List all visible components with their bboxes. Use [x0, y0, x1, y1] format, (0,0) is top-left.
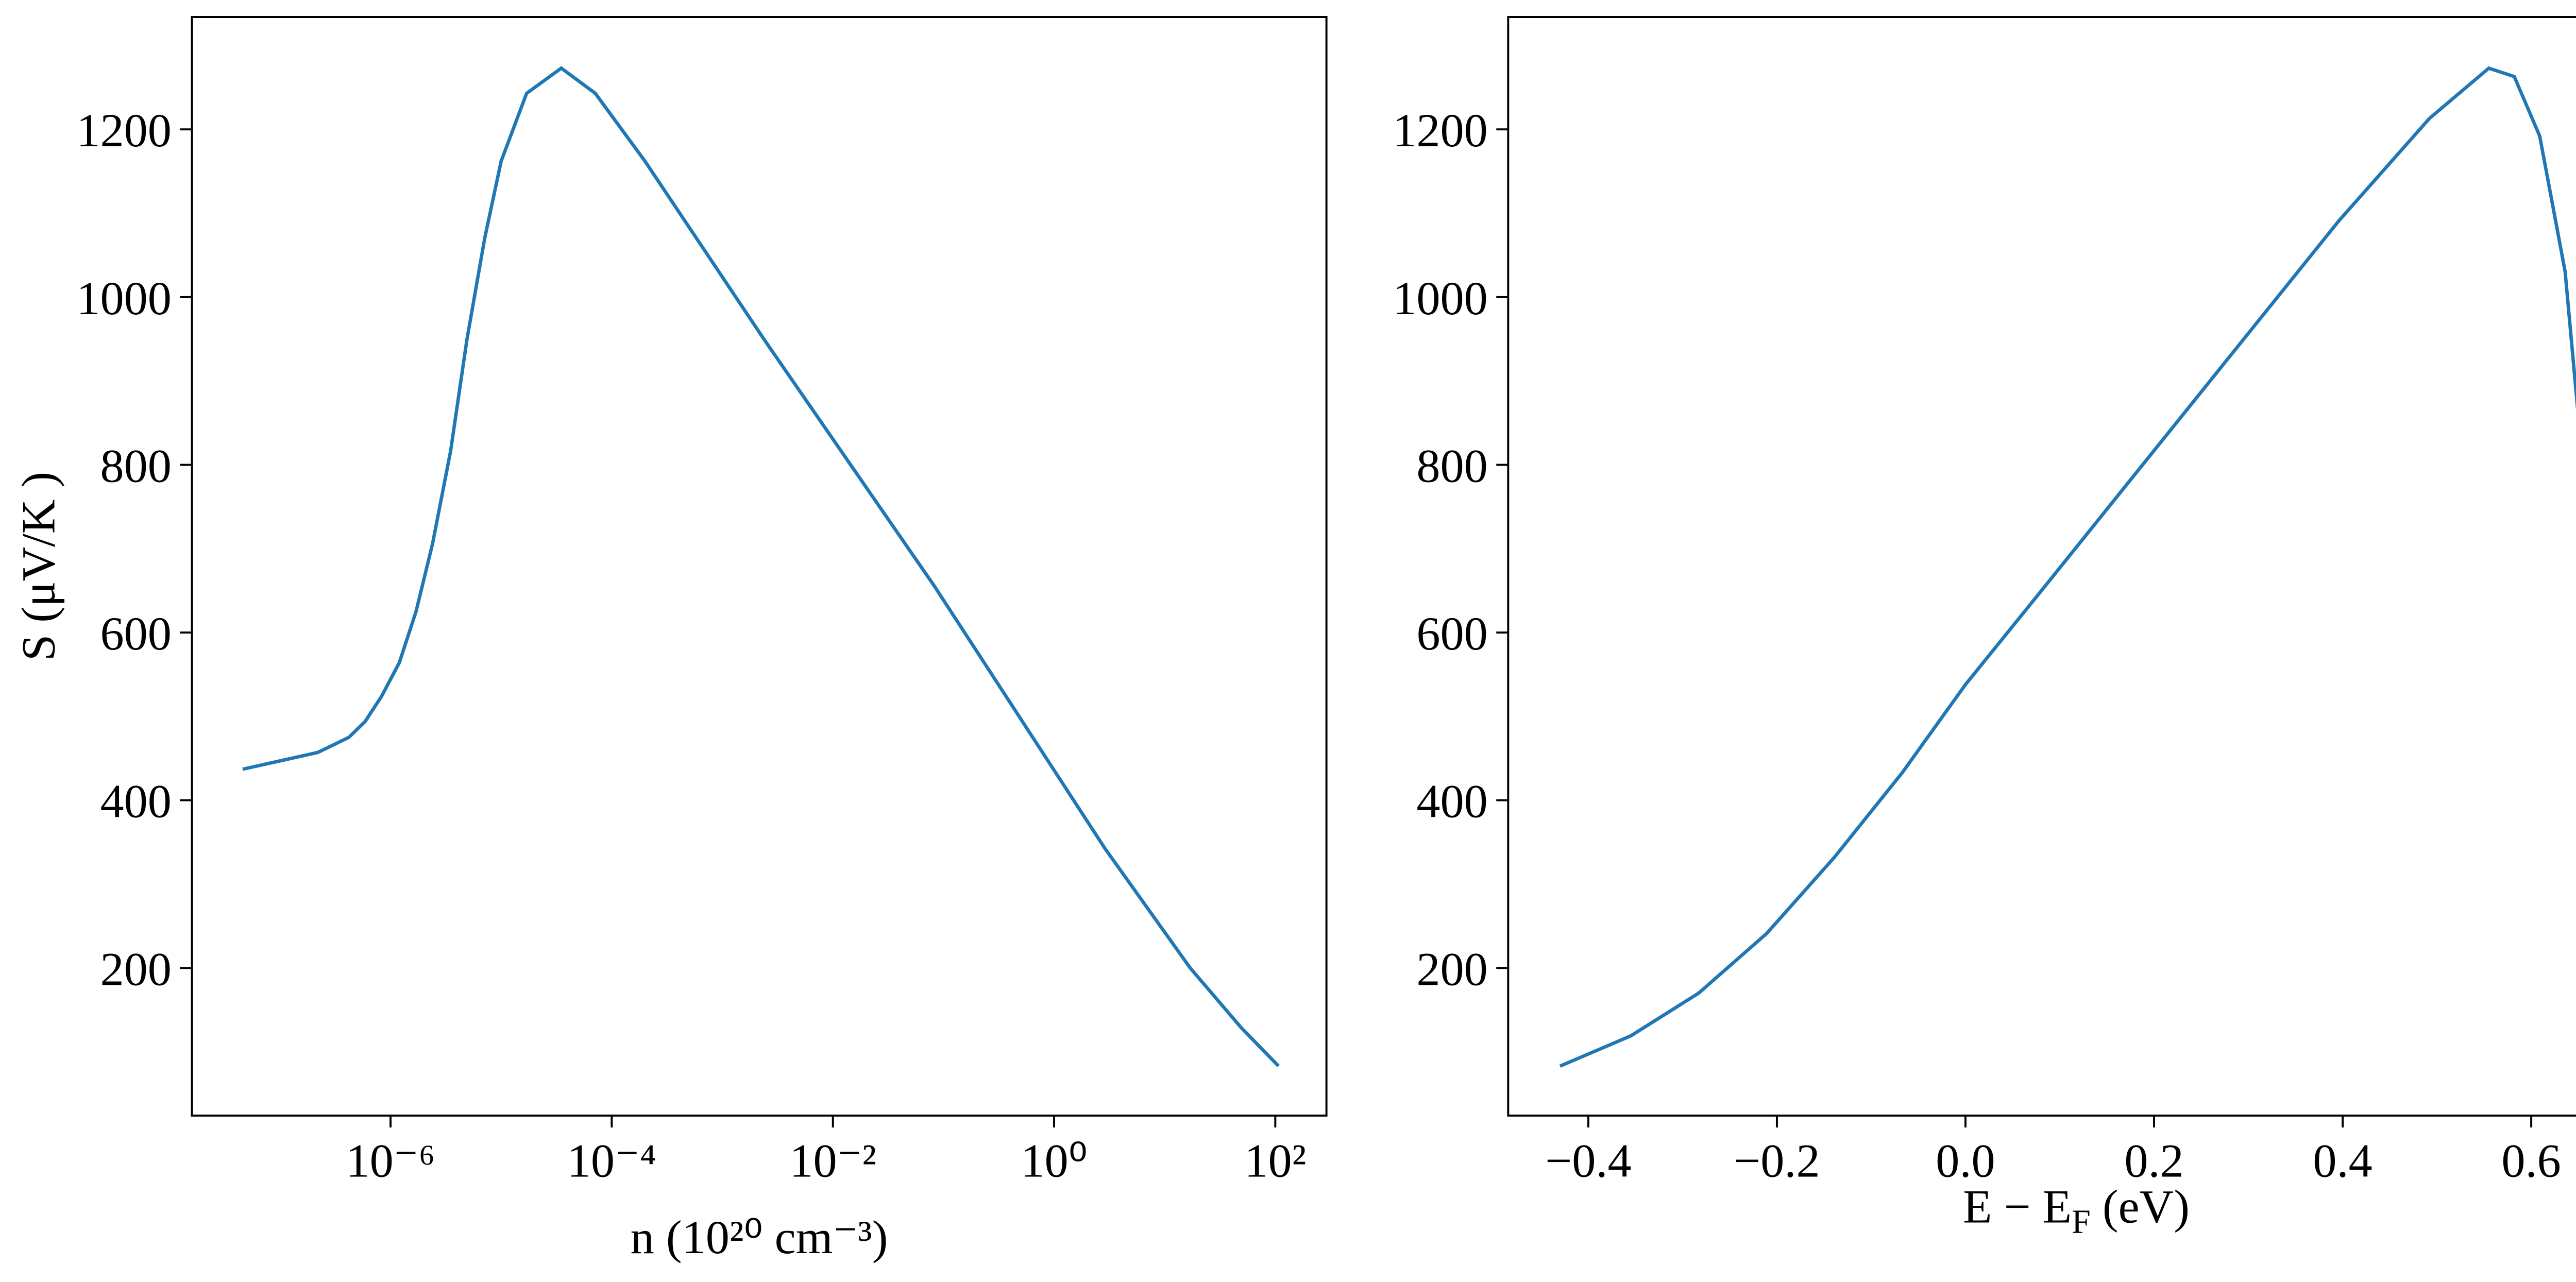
- data-line: [242, 66, 1280, 1068]
- x-tick-label: 0.0: [1936, 1135, 1995, 1187]
- plot-frame: [191, 16, 1328, 1117]
- x-tick-label: 10⁰: [1021, 1135, 1087, 1187]
- x-tick-label: 10⁻⁴: [567, 1135, 656, 1187]
- data-line: [1559, 66, 2576, 1068]
- x-tick-label: 0.6: [2501, 1135, 2561, 1187]
- y-tick-label: 1000: [76, 272, 172, 324]
- x-axis-label-part: (eV): [2091, 1181, 2190, 1233]
- y-tick-label: 1000: [1393, 272, 1488, 324]
- plot-frame: [1507, 16, 2576, 1117]
- y-tick-label: 600: [1416, 607, 1487, 660]
- x-tick-label: 0.2: [2124, 1135, 2183, 1187]
- x-tick-label: 10²: [1244, 1135, 1306, 1187]
- x-axis-label-part: F: [2072, 1203, 2091, 1240]
- y-tick-label: 400: [1416, 775, 1487, 828]
- y-tick-label: 800: [100, 439, 171, 492]
- x-tick-label: 10⁻⁶: [346, 1135, 435, 1187]
- x-tick-label: 0.4: [2313, 1135, 2372, 1187]
- y-tick-label: 600: [100, 607, 171, 660]
- x-tick-label: 10⁻²: [789, 1135, 876, 1187]
- x-axis-label: n (10²⁰ cm⁻³): [631, 1211, 888, 1263]
- y-tick-label: 200: [1416, 943, 1487, 995]
- x-axis-label-part: E − E: [1963, 1181, 2072, 1233]
- y-tick-label: 1200: [1393, 104, 1488, 157]
- y-axis-label: S (μV/K ): [12, 472, 64, 661]
- y-tick-label: 1200: [76, 104, 172, 157]
- x-tick-label: −0.2: [1734, 1135, 1820, 1187]
- x-tick-label: −0.4: [1545, 1135, 1631, 1187]
- y-tick-label: 400: [100, 775, 171, 828]
- y-tick-label: 800: [1416, 439, 1487, 492]
- y-tick-label: 200: [100, 943, 171, 995]
- x-axis-label: E − EF (eV): [1963, 1181, 2190, 1241]
